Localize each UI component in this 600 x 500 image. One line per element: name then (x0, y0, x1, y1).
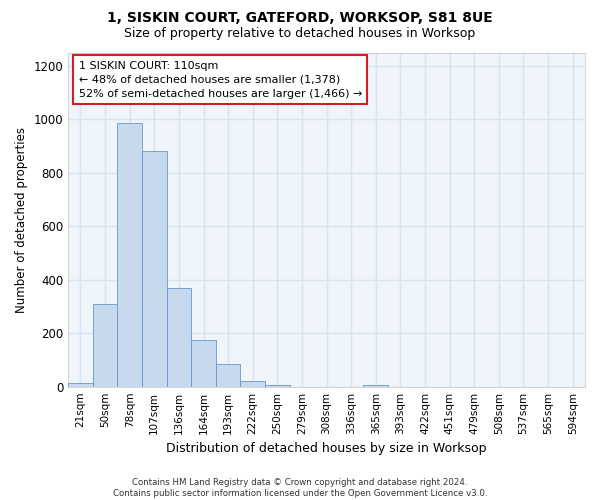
Bar (68, 383, 93, 386)
Y-axis label: Number of detached properties: Number of detached properties (15, 126, 28, 312)
Bar (167, 288, 191, 386)
Text: 1 SISKIN COURT: 110sqm
← 48% of detached houses are smaller (1,378)
52% of semi-: 1 SISKIN COURT: 110sqm ← 48% of detached… (79, 61, 362, 99)
Bar (118, 124, 142, 386)
Bar (142, 152, 167, 386)
X-axis label: Distribution of detached houses by size in Worksop: Distribution of detached houses by size … (166, 442, 487, 455)
Bar (364, 384, 388, 386)
Bar (216, 364, 241, 386)
Bar (265, 384, 290, 386)
Bar (241, 381, 265, 386)
Text: Contains HM Land Registry data © Crown copyright and database right 2024.
Contai: Contains HM Land Registry data © Crown c… (113, 478, 487, 498)
Text: Size of property relative to detached houses in Worksop: Size of property relative to detached ho… (124, 26, 476, 40)
Text: 1, SISKIN COURT, GATEFORD, WORKSOP, S81 8UE: 1, SISKIN COURT, GATEFORD, WORKSOP, S81 … (107, 11, 493, 25)
Bar (191, 340, 216, 386)
Bar (93, 304, 118, 386)
